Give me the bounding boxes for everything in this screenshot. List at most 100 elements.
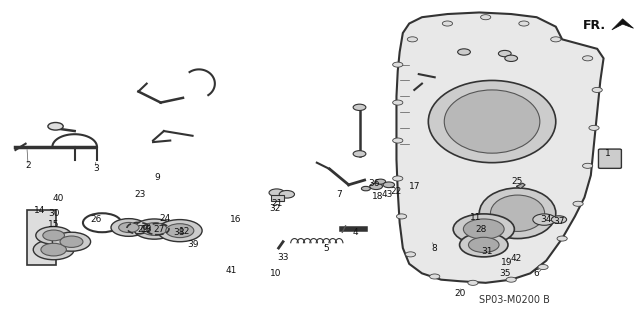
Circle shape (582, 163, 593, 168)
Circle shape (41, 243, 67, 256)
Text: 18: 18 (372, 192, 383, 201)
Circle shape (551, 216, 566, 223)
Text: 30: 30 (48, 209, 60, 218)
Text: 11: 11 (470, 212, 482, 222)
Circle shape (463, 219, 504, 239)
Circle shape (481, 15, 491, 20)
Text: 31: 31 (481, 247, 493, 256)
Circle shape (557, 236, 567, 241)
Text: 15: 15 (48, 220, 60, 229)
Text: 41: 41 (225, 266, 236, 275)
Circle shape (442, 21, 452, 26)
Ellipse shape (428, 80, 556, 163)
Text: 25: 25 (512, 177, 524, 186)
Circle shape (505, 55, 518, 62)
Text: 42: 42 (511, 254, 522, 263)
Text: 16: 16 (230, 215, 242, 224)
Circle shape (550, 37, 561, 42)
Ellipse shape (444, 90, 540, 153)
Text: 21: 21 (271, 199, 282, 208)
Text: 24: 24 (159, 213, 171, 222)
Circle shape (396, 214, 406, 219)
Text: 36: 36 (369, 179, 380, 188)
Circle shape (468, 280, 478, 286)
Circle shape (393, 138, 403, 143)
Polygon shape (516, 183, 525, 189)
Circle shape (573, 201, 583, 206)
Circle shape (60, 236, 83, 248)
Text: 27: 27 (153, 225, 164, 234)
Circle shape (279, 190, 294, 198)
Text: 38: 38 (173, 228, 184, 237)
Circle shape (538, 264, 548, 270)
Circle shape (166, 224, 194, 238)
Circle shape (506, 277, 516, 282)
Text: 26: 26 (90, 215, 101, 224)
Circle shape (370, 183, 383, 189)
Text: 23: 23 (134, 190, 146, 199)
Text: 29: 29 (137, 225, 148, 234)
Circle shape (353, 104, 366, 110)
Text: 19: 19 (501, 258, 513, 267)
Text: 10: 10 (269, 270, 281, 278)
Text: 32: 32 (269, 204, 281, 213)
Text: 9: 9 (155, 173, 161, 182)
Circle shape (134, 219, 175, 239)
Text: 37: 37 (553, 217, 564, 226)
Circle shape (48, 122, 63, 130)
Text: 33: 33 (277, 253, 289, 262)
Text: FR.: FR. (582, 19, 605, 32)
Text: 39: 39 (187, 240, 198, 249)
Text: SP03-M0200 B: SP03-M0200 B (479, 295, 550, 305)
Circle shape (362, 186, 371, 191)
Circle shape (405, 252, 415, 257)
Circle shape (453, 214, 515, 244)
Text: 34: 34 (541, 215, 552, 224)
Circle shape (519, 21, 529, 26)
Text: 17: 17 (408, 182, 420, 191)
Circle shape (458, 49, 470, 55)
Circle shape (407, 37, 417, 42)
Circle shape (393, 100, 403, 105)
Text: 20: 20 (454, 289, 466, 298)
Text: 8: 8 (432, 243, 438, 253)
Circle shape (592, 87, 602, 93)
Circle shape (111, 219, 147, 236)
Circle shape (468, 237, 499, 252)
Bar (27, 210, 56, 265)
Circle shape (118, 222, 139, 233)
Circle shape (376, 179, 386, 184)
Text: 12: 12 (179, 227, 190, 236)
Circle shape (353, 151, 366, 157)
Circle shape (383, 182, 394, 188)
Text: 40: 40 (53, 194, 65, 203)
Text: 13: 13 (141, 225, 152, 234)
Circle shape (429, 274, 440, 279)
Text: 1: 1 (605, 149, 611, 158)
Text: 4: 4 (352, 228, 358, 237)
Text: 43: 43 (381, 190, 392, 199)
Circle shape (36, 226, 72, 244)
Circle shape (499, 50, 511, 57)
Text: 5: 5 (323, 244, 329, 253)
Text: 22: 22 (391, 187, 402, 196)
Circle shape (269, 189, 284, 197)
Text: 2: 2 (26, 161, 31, 170)
Text: 6: 6 (534, 269, 540, 278)
Circle shape (582, 56, 593, 61)
Circle shape (533, 214, 556, 225)
Text: 3: 3 (93, 164, 99, 173)
Ellipse shape (479, 188, 556, 239)
Text: 35: 35 (499, 269, 511, 278)
Polygon shape (396, 12, 604, 283)
Circle shape (589, 125, 599, 130)
Circle shape (393, 176, 403, 181)
Circle shape (43, 230, 65, 241)
Text: 7: 7 (336, 190, 342, 199)
Polygon shape (612, 19, 634, 30)
Bar (271, 195, 284, 201)
Circle shape (52, 232, 91, 251)
Circle shape (141, 223, 167, 235)
Text: 28: 28 (475, 225, 486, 234)
Circle shape (460, 233, 508, 257)
